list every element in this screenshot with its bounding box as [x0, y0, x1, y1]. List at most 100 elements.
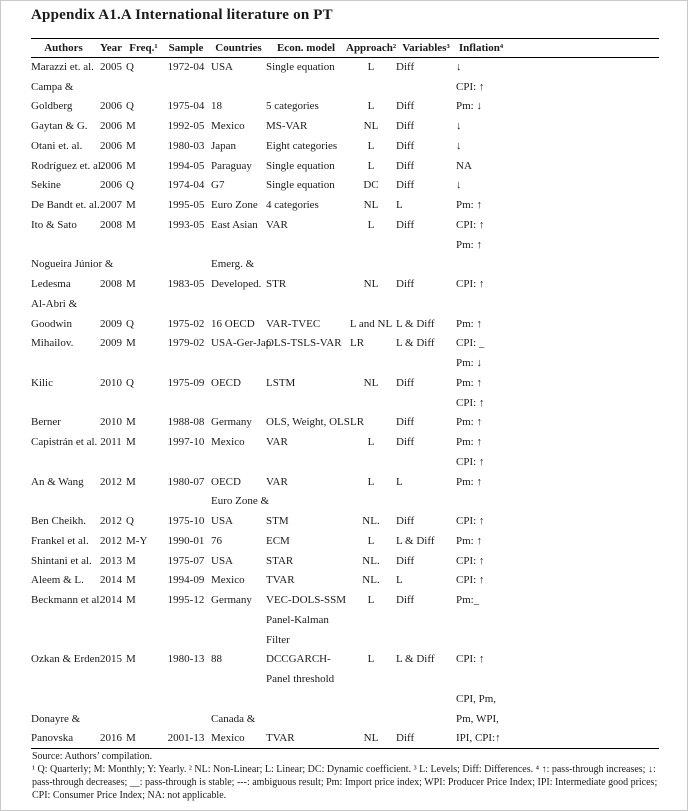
table-row: Otani et. al. 2006 M 1980-03 Japan Eight cate… — [31, 137, 659, 157]
cell-authors: Goodwin — [31, 317, 72, 330]
cell-model: Single equation — [266, 179, 335, 192]
cell-model: Panel threshold — [266, 673, 335, 686]
cell-year: 2015 — [100, 653, 122, 666]
cell-inflation: CPI: ↑ — [456, 554, 485, 567]
table-row: Goodwin 2009 Q 1975-02 16 OECD VAR-TVEC L and … — [31, 314, 659, 334]
cell-countries: Mexico — [211, 574, 245, 587]
cell-inflation: CPI: ↑ — [456, 455, 485, 468]
cell-freq: M — [126, 416, 136, 429]
cell-freq — [126, 295, 161, 315]
cell-year: 2008 — [100, 218, 122, 231]
cell-model — [266, 453, 346, 473]
cell-approach: L — [367, 475, 375, 488]
cell-authors: Marazzi et. al. — [31, 61, 94, 74]
cell-inflation: Pm: ↑ — [456, 376, 482, 389]
cell-countries — [211, 670, 266, 690]
cell-model — [266, 255, 346, 275]
cell-variables: L & Diff — [396, 317, 435, 330]
cell-authors — [31, 690, 96, 710]
cell-approach: LR — [350, 416, 365, 429]
cell-approach: L — [367, 139, 375, 152]
cell-inflation: ↓ — [456, 179, 462, 192]
cell-authors: Capistrán et al. — [31, 436, 98, 449]
cell-year: 2010 — [100, 416, 122, 429]
cell-sample: 1975-04 — [167, 100, 205, 113]
cell-countries: 16 OECD — [211, 317, 255, 330]
cell-sample — [161, 453, 211, 473]
column-header-authors: Authors — [31, 38, 96, 58]
column-header-spacer — [506, 38, 659, 58]
cell-freq: M — [126, 554, 136, 567]
cell-inflation: CPI: ↑ — [456, 80, 485, 93]
cell-year: 2011 — [100, 436, 122, 449]
cell-countries: OECD — [211, 376, 241, 389]
cell-countries — [211, 690, 266, 710]
cell-sample: 1994-05 — [167, 159, 205, 172]
cell-authors: De Bandt et. al. — [31, 199, 100, 212]
cell-spacer — [506, 117, 659, 137]
cell-approach — [346, 354, 396, 374]
cell-model: Filter — [266, 633, 290, 646]
cell-variables — [396, 255, 456, 275]
cell-spacer — [506, 413, 659, 433]
cell-variables: Diff — [396, 120, 415, 133]
cell-variables: Diff — [396, 159, 415, 172]
cell-model: VAR — [266, 436, 288, 449]
cell-freq: M — [126, 436, 136, 449]
cell-inflation: Pm: ↑ — [456, 534, 482, 547]
table-row: Nogueira Júnior & Emerg. & — [31, 255, 659, 275]
cell-year — [96, 709, 126, 729]
cell-inflation: Pm: ↑ — [456, 436, 482, 449]
cell-year: 2007 — [100, 199, 122, 212]
cell-spacer — [506, 137, 659, 157]
cell-model: ECM — [266, 534, 290, 547]
cell-inflation — [456, 255, 506, 275]
cell-freq: M — [126, 653, 136, 666]
cell-model: VAR — [266, 475, 288, 488]
cell-year: 2014 — [100, 574, 122, 587]
cell-spacer — [506, 670, 659, 690]
cell-countries: G7 — [211, 179, 225, 192]
cell-approach: L — [367, 653, 375, 666]
cell-approach — [346, 709, 396, 729]
table-row: Panovska 2016 M 2001-13 Mexico TVAR NL Diff IPI,… — [31, 729, 659, 750]
cell-authors: Kilic — [31, 376, 53, 389]
table-row: An & Wang 2012 M 1980-07 OECD VAR L L Pm: ↑ — [31, 472, 659, 492]
cell-sample: 1988-08 — [167, 416, 205, 429]
cell-sample: 1990-01 — [167, 534, 205, 547]
cell-variables — [396, 354, 456, 374]
table-row: Panel-Kalman — [31, 611, 659, 631]
cell-year — [96, 670, 126, 690]
cell-sample: 1974-04 — [167, 179, 205, 192]
cell-freq — [126, 630, 161, 650]
cell-sample — [161, 235, 211, 255]
cell-sample: 1980-03 — [167, 139, 205, 152]
cell-variables — [396, 690, 456, 710]
table-row: Donayre & Canada & Pm, WPI, — [31, 709, 659, 729]
cell-countries: East Asian — [211, 218, 258, 231]
cell-spacer — [506, 690, 659, 710]
cell-approach: DC — [363, 179, 379, 192]
cell-model: STM — [266, 515, 289, 528]
cell-spacer — [506, 334, 659, 354]
cell-model: 4 categories — [266, 199, 319, 212]
table-row: Frankel et al. 2012 M-Y 1990-01 76 ECM L L & Di… — [31, 532, 659, 552]
cell-authors: Ozkan & Erden — [31, 653, 101, 666]
table-row: Capistrán et al. 2011 M 1997-10 Mexico VAR L Di… — [31, 433, 659, 453]
cell-freq — [126, 235, 161, 255]
table-row: Sekine 2006 Q 1974-04 G7 Single equation DC Dif… — [31, 176, 659, 196]
cell-inflation: Pm: ↑ — [456, 475, 482, 488]
cell-inflation: CPI, Pm, — [456, 692, 497, 705]
cell-year: 2006 — [100, 139, 122, 152]
cell-year — [96, 492, 126, 512]
cell-countries: 76 — [211, 534, 222, 547]
cell-sample: 1975-09 — [167, 376, 205, 389]
cell-model: Eight categories — [266, 139, 338, 152]
cell-sample: 1992-05 — [167, 120, 205, 133]
table-row: Gaytan & G. 2006 M 1992-05 Mexico MS-VAR NL Dif… — [31, 117, 659, 137]
cell-inflation: CPI: ↑ — [456, 218, 485, 231]
cell-model: 5 categories — [266, 100, 319, 113]
cell-variables: Diff — [396, 61, 415, 74]
cell-countries — [211, 611, 266, 631]
cell-approach: LR — [350, 337, 365, 350]
